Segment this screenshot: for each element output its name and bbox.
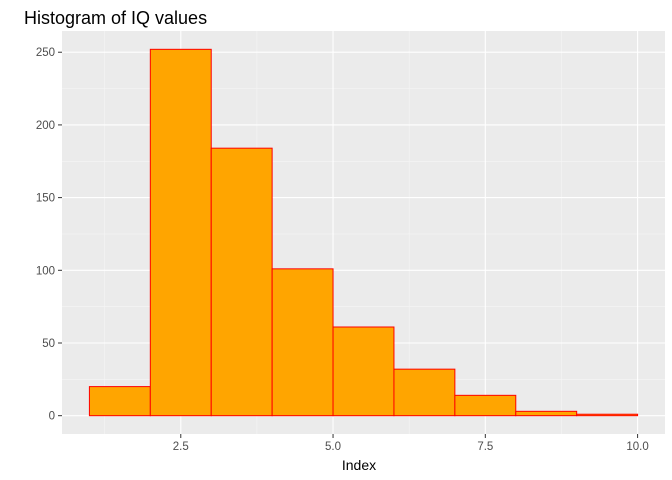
x-tick-label: 2.5: [173, 441, 189, 453]
x-axis-title: Index: [342, 457, 376, 473]
histogram-bar: [332, 326, 395, 417]
x-tick-label: 5.0: [325, 441, 341, 453]
y-tick-label: 100: [36, 265, 55, 277]
histogram-bar: [210, 147, 273, 417]
x-axis-ticks: 2.5 5.0 7.5 10.0: [173, 434, 649, 453]
histogram-bar: [393, 368, 456, 417]
histogram-bars: [88, 48, 639, 417]
y-axis-ticks: 0 50 100 150 200 250: [36, 47, 62, 423]
histogram-bar: [454, 394, 517, 417]
y-tick-label: 150: [36, 193, 55, 205]
histogram-bar: [149, 48, 212, 417]
y-tick-label: 250: [36, 47, 55, 59]
histogram-bar: [271, 268, 334, 417]
histogram-bar: [576, 413, 639, 417]
x-tick-label: 10.0: [626, 441, 648, 453]
chart-title: Histogram of IQ values: [24, 8, 207, 28]
histogram-bar: [88, 386, 151, 417]
x-tick-label: 7.5: [477, 441, 493, 453]
y-tick-label: 50: [42, 338, 55, 350]
y-tick-label: 0: [49, 411, 55, 423]
y-tick-label: 200: [36, 120, 55, 132]
histogram-bar: [515, 410, 578, 417]
